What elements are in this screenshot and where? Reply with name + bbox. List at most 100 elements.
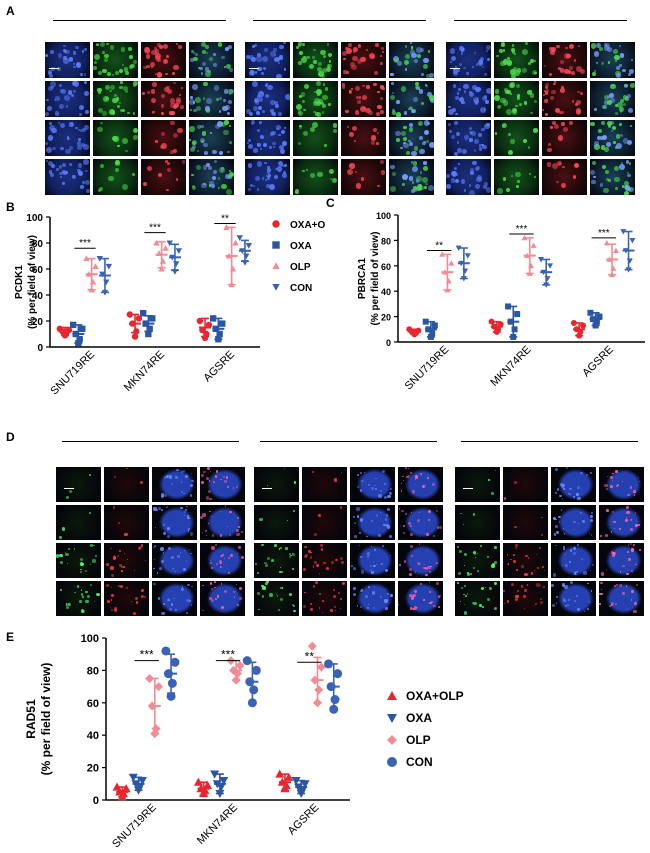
signal-speck [267,581,269,583]
signal-speck [472,550,476,554]
signal-speck [563,599,566,603]
signal-speck [484,99,489,104]
signal-speck [356,99,361,104]
signal-speck [416,519,420,523]
signal-speck [219,151,224,156]
signal-speck [549,50,555,55]
signal-speck [589,472,592,475]
signal-speck [169,608,173,612]
signal-speck [190,57,194,62]
signal-speck [402,479,404,481]
signal-speck [497,105,501,109]
signal-speck [352,515,355,519]
signal-speck [60,146,64,151]
micrograph-cell [551,543,596,578]
signal-speck [229,140,233,144]
signal-speck [121,184,128,190]
signal-speck [123,67,129,72]
signal-speck [573,520,576,524]
signal-speck [240,556,244,560]
legend-marker [387,714,397,723]
signal-speck [165,160,168,163]
signal-speck [181,159,186,164]
signal-speck [414,85,419,90]
signal-speck [626,557,628,559]
data-point [245,677,255,687]
signal-speck [396,138,401,142]
data-point [223,224,230,230]
micrograph-cell [503,467,548,502]
data-point [294,783,304,792]
signal-speck [193,56,198,62]
signal-speck [321,68,327,74]
signal-speck [418,543,421,545]
signal-speck [160,131,166,137]
micrograph-cell [350,581,395,616]
signal-speck [262,586,266,590]
signal-speck [180,481,182,483]
data-point [65,326,73,334]
signal-speck [313,110,316,114]
signal-speck [420,101,424,105]
signal-speck [555,601,558,604]
signal-speck [430,565,432,568]
signal-speck [209,510,211,513]
signal-speck [557,135,564,141]
x-category-label: SNU719RE [110,802,159,851]
signal-speck [428,570,431,573]
signal-speck [427,565,431,570]
signal-speck [66,562,69,565]
signal-speck [555,107,561,113]
signal-speck [469,91,475,98]
signal-speck [72,90,76,94]
signal-speck [627,493,630,497]
data-point [225,252,233,259]
signal-speck [540,601,544,604]
signal-speck [159,567,162,570]
signal-speck [319,593,322,596]
signal-speck [340,608,342,610]
signal-speck [478,59,483,64]
signal-speck [499,49,504,54]
micrograph-cell [245,81,290,117]
signal-speck [446,173,451,178]
signal-speck [83,144,89,151]
signal-speck [99,187,104,192]
signal-speck [365,595,369,599]
signal-speck [467,572,469,574]
data-point [203,780,212,790]
signal-speck [607,120,613,126]
signal-speck [353,567,356,570]
signal-speck [625,96,630,102]
data-point [507,318,514,325]
signal-speck [201,61,206,66]
signal-speck [615,66,620,71]
signal-speck [341,86,345,90]
signal-speck [353,521,356,525]
signal-speck [620,161,624,165]
signal-speck [410,47,414,50]
data-point [146,325,153,332]
signal-speck [622,102,627,107]
signal-speck [551,604,555,608]
signal-speck [512,107,518,114]
data-point [239,248,246,254]
signal-speck [228,67,234,73]
data-point [243,253,250,260]
signal-speck [583,571,587,575]
signal-speck [261,110,265,113]
signal-speck [602,164,606,169]
signal-speck [457,571,461,576]
signal-speck [341,83,346,87]
signal-speck [258,106,263,111]
signal-speck [230,554,234,558]
signal-speck [221,55,225,60]
signal-speck [400,130,407,137]
signal-speck [414,606,418,610]
signal-speck [163,43,169,49]
signal-speck [438,525,442,530]
signal-speck [625,506,629,510]
signal-speck [614,602,617,605]
signal-speck [58,535,63,539]
